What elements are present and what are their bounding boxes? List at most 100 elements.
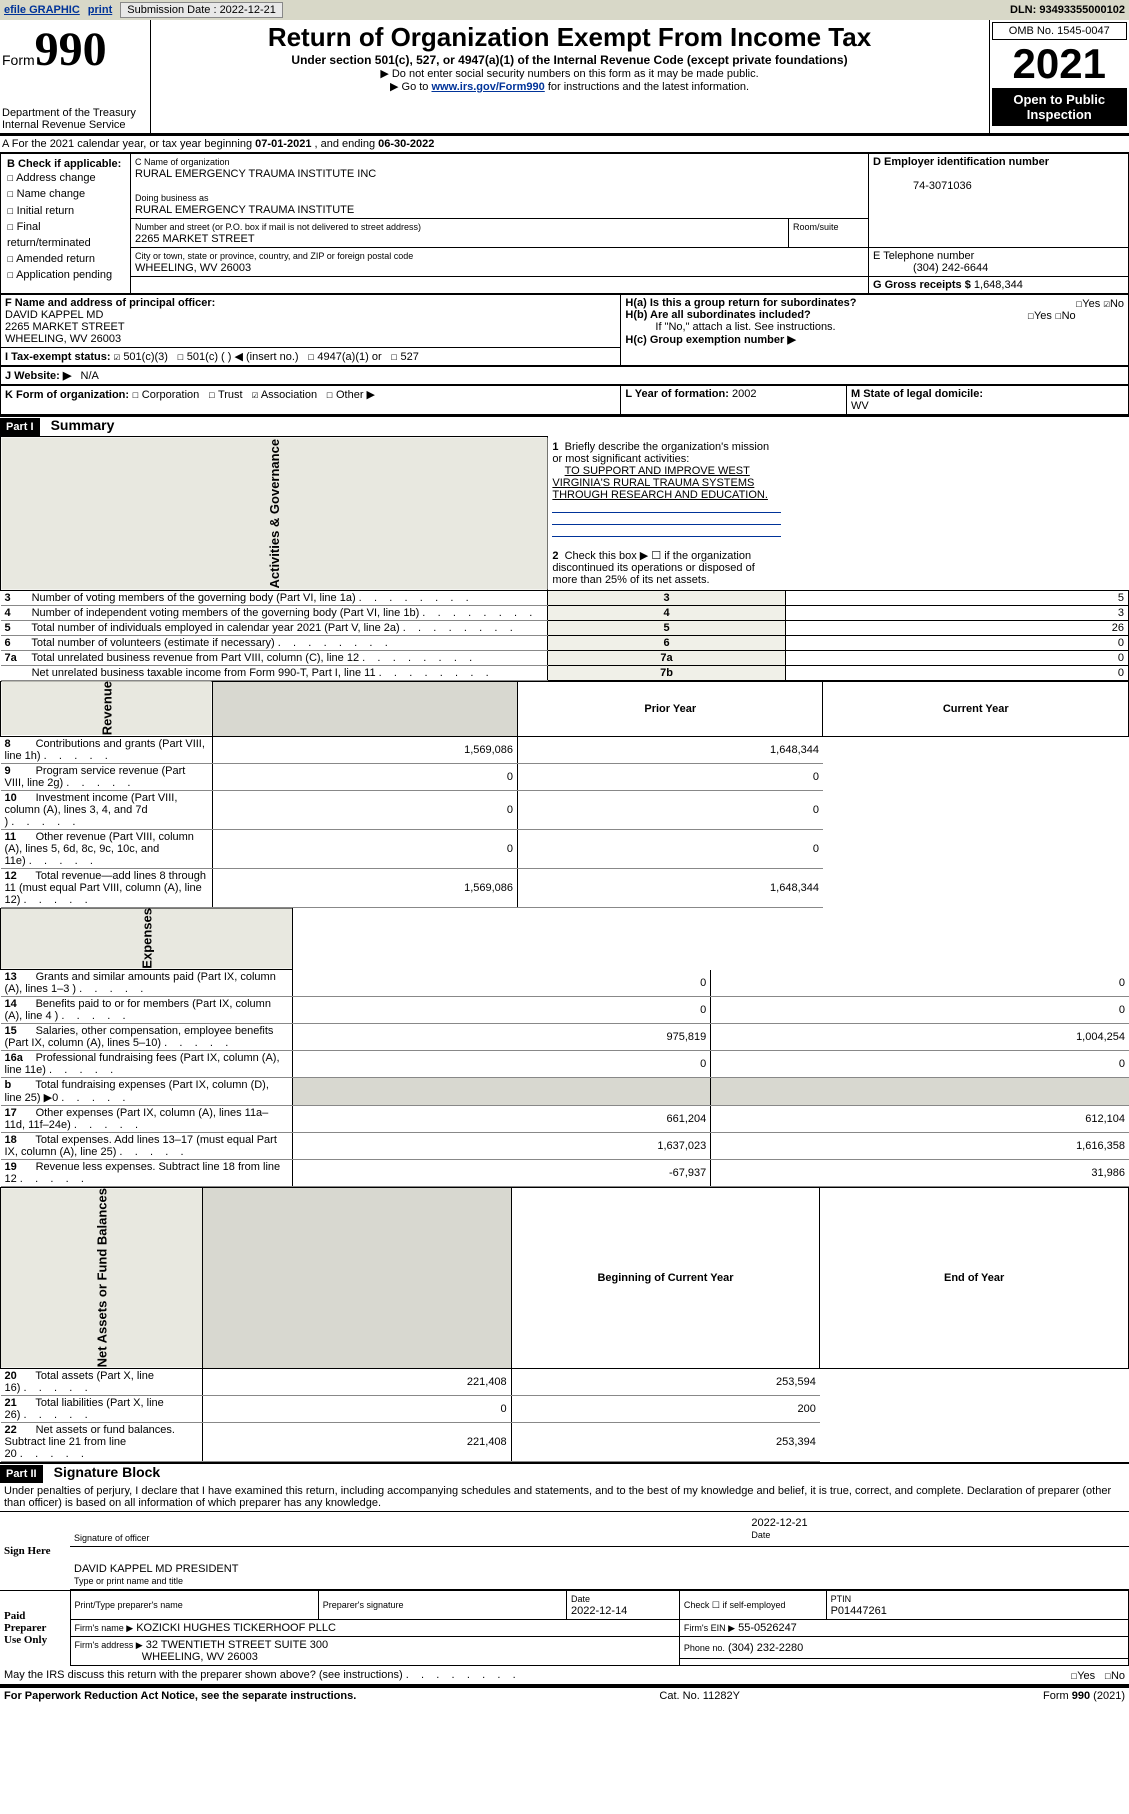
summary-row: 3 Number of voting members of the govern… [1, 590, 1129, 605]
website-label: J Website: ▶ [5, 370, 71, 382]
summary-row: 22 Net assets or fund balances. Subtract… [1, 1422, 1129, 1461]
footer: For Paperwork Reduction Act Notice, see … [0, 1686, 1129, 1704]
checkbox-item[interactable]: ☐ Final return/terminated [7, 219, 124, 251]
check-if-label: Check ☐ if self-employed [684, 1600, 786, 1610]
officer-name-title: DAVID KAPPEL MD PRESIDENT [74, 1563, 238, 1575]
officer-sub-label: Type or print name and title [74, 1576, 183, 1586]
officer-addr2: WHEELING, WV 26003 [5, 333, 121, 345]
section-b-label: B Check if applicable: [7, 158, 121, 170]
summary-row: 16a Professional fundraising fees (Part … [1, 1051, 1129, 1078]
warning-line: ▶ Do not enter social security numbers o… [153, 67, 987, 80]
discuss-text: May the IRS discuss this return with the… [4, 1669, 516, 1681]
declaration: Under penalties of perjury, I declare th… [0, 1483, 1129, 1511]
firm-name: KOZICKI HUGHES TICKERHOOF PLLC [136, 1622, 336, 1634]
dept-label: Department of the Treasury Internal Reve… [2, 107, 148, 131]
firm-city: WHEELING, WV 26003 [142, 1651, 258, 1663]
opt-501c: 501(c) ( ) ◀ (insert no.) [187, 351, 299, 363]
year-form-value: 2002 [732, 388, 756, 400]
officer-addr1: 2265 MARKET STREET [5, 321, 125, 333]
form-title: Return of Organization Exempt From Incom… [153, 22, 987, 53]
state-value: WV [851, 400, 869, 412]
summary-row: 19 Revenue less expenses. Subtract line … [1, 1160, 1129, 1187]
firm-addr: 32 TWENTIETH STREET SUITE 300 [146, 1639, 328, 1651]
goto-suffix: for instructions and the latest informat… [545, 81, 749, 93]
goto-prefix: ▶ Go to [390, 81, 431, 93]
summary-row: 10 Investment income (Part VIII, column … [1, 790, 1129, 829]
firm-ein-label: Firm's EIN ▶ [684, 1623, 735, 1633]
opt-527: 527 [400, 351, 418, 363]
prep-date-label: Date [571, 1594, 590, 1604]
form-org-label: K Form of organization: [5, 389, 129, 401]
paid-preparer-label: Paid Preparer Use Only [0, 1590, 70, 1665]
checkbox-item[interactable]: ☐ Application pending [7, 267, 124, 283]
summary-row: 14 Benefits paid to or for members (Part… [1, 997, 1129, 1024]
state-label: M State of legal domicile: [851, 388, 983, 400]
checkbox-item[interactable]: ☐ Address change [7, 170, 124, 186]
ag-label: Activities & Governance [1, 437, 548, 591]
org-name: RURAL EMERGENCY TRAUMA INSTITUTE INC [135, 168, 376, 180]
boy-header: Beginning of Current Year [511, 1188, 820, 1368]
line2-text: Check this box ▶ ☐ if the organization d… [552, 550, 754, 586]
discuss-line: May the IRS discuss this return with the… [0, 1666, 1129, 1686]
ha-line: H(a) Is this a group return for subordin… [625, 297, 1124, 309]
checkbox-item[interactable]: ☐ Initial return [7, 203, 124, 219]
section-b-checks: ☐ Address change☐ Name change☐ Initial r… [7, 170, 124, 284]
summary-row: 12 Total revenue—add lines 8 through 11 … [1, 868, 1129, 907]
summary-row: 11 Other revenue (Part VIII, column (A),… [1, 829, 1129, 868]
hc-line: H(c) Group exemption number ▶ [625, 333, 1124, 346]
na-label: Net Assets or Fund Balances [1, 1188, 203, 1368]
footer-right: Form 990 (2021) [1043, 1690, 1125, 1702]
rev-label: Revenue [1, 681, 213, 736]
ptin-value: P01447261 [831, 1605, 887, 1617]
firm-ein: 55-0526247 [738, 1622, 797, 1634]
part1-header: Part I [0, 418, 40, 436]
summary-row: 4 Number of independent voting members o… [1, 605, 1129, 620]
part2-title: Signature Block [46, 1464, 161, 1480]
city-value: WHEELING, WV 26003 [135, 262, 251, 274]
room-label: Room/suite [793, 222, 839, 232]
omb-number: OMB No. 1545-0047 [992, 22, 1128, 40]
hb-label: H(b) Are all subordinates included? [625, 309, 810, 321]
prior-year-header: Prior Year [518, 681, 823, 736]
summary-row: 15 Salaries, other compensation, employe… [1, 1024, 1129, 1051]
addr-label: Number and street (or P.O. box if mail i… [135, 222, 421, 232]
city-label: City or town, state or province, country… [135, 251, 413, 261]
summary-row: 17 Other expenses (Part IX, column (A), … [1, 1106, 1129, 1133]
instructions-line: ▶ Go to www.irs.gov/Form990 for instruct… [153, 80, 987, 93]
opt-other: Other ▶ [336, 389, 375, 401]
footer-left: For Paperwork Reduction Act Notice, see … [4, 1690, 356, 1702]
hb-line: H(b) Are all subordinates included? ☐Yes… [625, 309, 1124, 321]
website-value: N/A [81, 370, 99, 382]
firm-addr-label: Firm's address ▶ [75, 1640, 143, 1650]
print-link[interactable]: print [88, 4, 112, 16]
officer-label: F Name and address of principal officer: [5, 297, 215, 309]
dln: DLN: 93493355000102 [1010, 4, 1125, 16]
opt-assoc: Association [261, 389, 317, 401]
phone-value: (304) 242-6644 [873, 262, 988, 274]
prep-name-label: Print/Type preparer's name [75, 1600, 183, 1610]
summary-row: 9 Program service revenue (Part VIII, li… [1, 763, 1129, 790]
checkbox-item[interactable]: ☐ Amended return [7, 251, 124, 267]
checkbox-item[interactable]: ☐ Name change [7, 186, 124, 202]
ptin-label: PTIN [831, 1594, 852, 1604]
ein-label: D Employer identification number [873, 156, 1049, 168]
irs-link[interactable]: www.irs.gov/Form990 [431, 81, 544, 93]
part1-title: Summary [43, 417, 115, 433]
prep-sig-label: Preparer's signature [323, 1600, 404, 1610]
form-subtitle: Under section 501(c), 527, or 4947(a)(1)… [153, 53, 987, 67]
summary-row: 7a Total unrelated business revenue from… [1, 650, 1129, 665]
footer-mid: Cat. No. 11282Y [659, 1690, 740, 1702]
opt-trust: Trust [218, 389, 243, 401]
summary-row: 18 Total expenses. Add lines 13–17 (must… [1, 1133, 1129, 1160]
efile-link[interactable]: efile GRAPHIC [4, 4, 80, 16]
firm-phone: (304) 232-2280 [728, 1642, 803, 1654]
firm-phone-label: Phone no. [684, 1643, 725, 1653]
summary-row: 6 Total number of volunteers (estimate i… [1, 635, 1129, 650]
period-label-b: , and ending [311, 138, 378, 150]
summary-row: 21 Total liabilities (Part X, line 26)02… [1, 1395, 1129, 1422]
exp-label: Expenses [1, 908, 293, 970]
tax-year: 2021 [992, 40, 1128, 88]
summary-row: 20 Total assets (Part X, line 16)221,408… [1, 1368, 1129, 1395]
tax-period: A For the 2021 calendar year, or tax yea… [0, 135, 1129, 153]
form-number: 990 [35, 23, 107, 76]
